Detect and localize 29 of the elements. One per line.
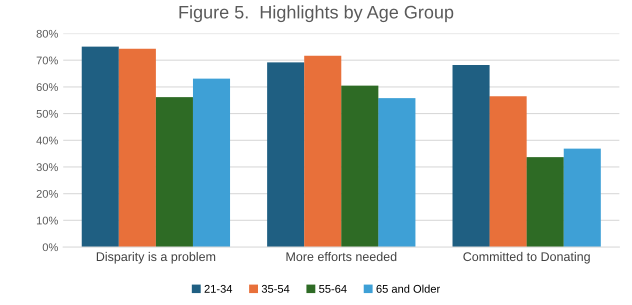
chart-title: Figure 5. Highlights by Age Group: [179, 5, 454, 22]
bar: [156, 97, 193, 248]
bar: [564, 148, 601, 248]
bar: [341, 86, 378, 248]
legend-label: 21-34: [204, 284, 232, 293]
bar: [452, 65, 490, 248]
bar: [490, 96, 527, 248]
y-tick-label: 10%: [36, 216, 58, 224]
y-tick-label: 80%: [36, 30, 58, 38]
y-tick-label: 60%: [36, 83, 58, 92]
y-tick-label: 30%: [36, 163, 58, 172]
bar: [304, 56, 342, 248]
legend-label: 35-54: [262, 284, 290, 293]
x-tick-label: More efforts needed: [286, 252, 396, 262]
bar: [378, 98, 416, 248]
y-tick-label: 50%: [36, 110, 58, 118]
legend-label: 55-64: [319, 284, 347, 293]
y-tick-label: 40%: [36, 136, 58, 144]
bar: [82, 46, 119, 248]
x-tick-label: Disparity is a problem: [96, 252, 216, 264]
x-tick-label: Committed to Donating: [463, 252, 590, 264]
bar: [526, 157, 564, 248]
y-tick-label: 0%: [42, 243, 58, 252]
y-tick-label: 70%: [36, 56, 58, 64]
bar: [118, 48, 156, 248]
legend-label: 65 and Older: [376, 284, 440, 293]
y-tick-label: 20%: [36, 190, 58, 198]
bar: [192, 78, 230, 248]
bar: [267, 62, 304, 248]
